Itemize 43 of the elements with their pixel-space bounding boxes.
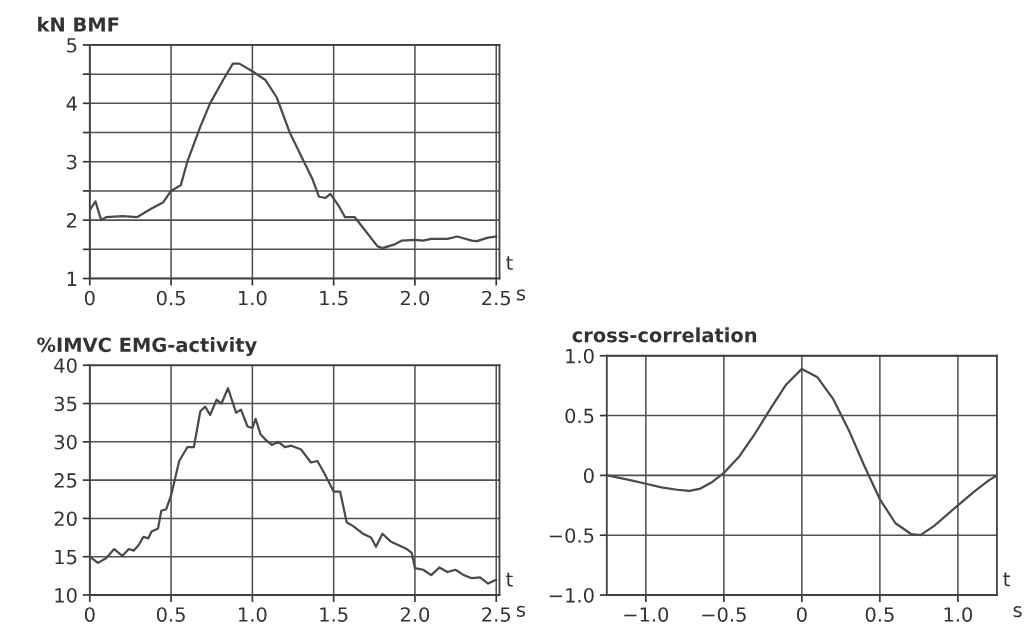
- y-axis-title: %IMVC EMG-activity: [37, 337, 257, 357]
- y-tick-label: 1.0: [566, 348, 594, 364]
- x-tick-label: 0: [796, 607, 807, 622]
- text: s: [516, 289, 526, 301]
- x-tick-label: −1.0: [624, 607, 669, 622]
- y-tick-label: 40: [54, 358, 77, 373]
- y-tick-label: −0.5: [549, 528, 594, 543]
- y-tick-label: 4: [66, 96, 77, 111]
- x-tick-label: 0.5: [865, 607, 894, 622]
- x-tick-label: 0: [84, 290, 95, 306]
- y-tick-label: 15: [55, 549, 77, 565]
- x-tick-label: 0: [84, 607, 95, 622]
- x-tick-label: 1.0: [239, 290, 267, 306]
- y-tick-label: 25: [54, 473, 77, 488]
- x-axis-title: t: [506, 572, 513, 587]
- y-axis-title: kN BMF: [38, 16, 119, 32]
- x-tick-label: −0.5: [702, 607, 746, 622]
- x-tick-label: 2.0: [400, 290, 430, 306]
- x-tick-label: 2.0: [400, 607, 430, 622]
- x-tick-label: 2.5: [482, 607, 510, 622]
- y-tick-label: 30: [54, 434, 77, 450]
- x-tick-label: 1.0: [944, 607, 973, 622]
- x-tick-label: 2.5: [482, 290, 510, 306]
- x-tick-label: 0.5: [156, 607, 185, 622]
- y-tick-label: 5: [67, 38, 77, 53]
- y-tick-label: 2: [67, 213, 77, 228]
- x-tick-label: 1.0: [239, 607, 267, 622]
- text: s: [516, 605, 526, 617]
- y-tick-label: 20: [54, 511, 77, 527]
- y-tick-label: 0: [583, 468, 594, 484]
- y-tick-label: 10: [55, 587, 77, 603]
- y-tick-label: 0.5: [565, 408, 594, 424]
- x-tick-label: 0.5: [156, 290, 185, 306]
- x-tick-label: 1.5: [320, 290, 348, 306]
- y-tick-label: 35: [54, 396, 77, 412]
- x-axis-title: t: [506, 256, 513, 270]
- x-axis-title: t: [1003, 572, 1010, 587]
- x-tick-label: 1.5: [320, 607, 348, 622]
- y-tick-label: 1: [67, 271, 77, 286]
- text: s: [1013, 606, 1022, 618]
- y-axis-title: cross-correlation: [572, 327, 757, 343]
- y-tick-label: −1.0: [549, 587, 594, 603]
- y-tick-label: 3: [67, 154, 77, 170]
